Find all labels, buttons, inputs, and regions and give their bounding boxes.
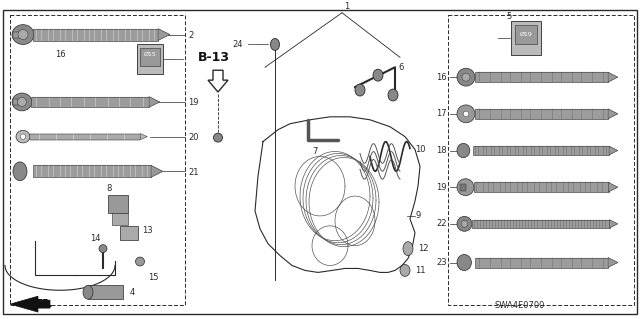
- Text: 16: 16: [54, 50, 65, 59]
- Text: 8: 8: [106, 184, 111, 193]
- Text: 6: 6: [398, 63, 403, 72]
- Polygon shape: [140, 134, 147, 140]
- Polygon shape: [608, 257, 618, 268]
- Ellipse shape: [463, 111, 468, 116]
- Text: 19: 19: [188, 99, 198, 108]
- Ellipse shape: [18, 30, 28, 40]
- Text: 4: 4: [130, 288, 135, 297]
- Text: 13: 13: [142, 226, 152, 235]
- Text: 21: 21: [188, 168, 198, 177]
- Text: 24: 24: [232, 40, 243, 49]
- Text: 3: 3: [138, 33, 143, 42]
- Ellipse shape: [17, 98, 26, 107]
- Text: 10: 10: [415, 145, 426, 154]
- Ellipse shape: [457, 255, 472, 271]
- Ellipse shape: [461, 220, 468, 227]
- Bar: [140, 48, 160, 66]
- Text: 5: 5: [506, 12, 511, 21]
- Polygon shape: [158, 29, 170, 41]
- Polygon shape: [149, 97, 160, 107]
- Bar: [511, 21, 541, 56]
- Ellipse shape: [457, 68, 475, 86]
- Ellipse shape: [99, 245, 107, 253]
- Ellipse shape: [20, 134, 26, 139]
- Text: 16: 16: [436, 73, 447, 82]
- Ellipse shape: [462, 73, 470, 81]
- Text: Ø19: Ø19: [520, 32, 532, 37]
- Text: 22: 22: [436, 219, 447, 228]
- Bar: [473, 146, 609, 155]
- Text: 15: 15: [148, 273, 159, 282]
- Text: 1: 1: [344, 2, 349, 11]
- Bar: [13, 99, 19, 105]
- Polygon shape: [608, 109, 618, 119]
- Ellipse shape: [13, 162, 27, 181]
- Polygon shape: [609, 220, 618, 228]
- Bar: [31, 97, 149, 107]
- Ellipse shape: [83, 285, 93, 299]
- Polygon shape: [609, 182, 618, 192]
- Polygon shape: [151, 165, 163, 177]
- Bar: [10, 15, 185, 305]
- Polygon shape: [609, 146, 618, 155]
- Bar: [120, 226, 138, 240]
- Bar: [33, 29, 158, 41]
- Polygon shape: [10, 296, 50, 312]
- Text: 19: 19: [436, 183, 447, 192]
- Text: 12: 12: [418, 244, 429, 253]
- Ellipse shape: [457, 143, 470, 158]
- Text: 23: 23: [436, 258, 447, 267]
- Bar: [448, 15, 634, 305]
- Bar: [460, 184, 465, 190]
- Bar: [475, 257, 608, 268]
- Text: 9: 9: [415, 211, 420, 220]
- Ellipse shape: [12, 93, 32, 111]
- Text: Ø15: Ø15: [143, 52, 156, 57]
- Ellipse shape: [12, 25, 34, 44]
- Bar: [474, 182, 609, 192]
- Bar: [112, 213, 128, 225]
- Text: 20: 20: [188, 133, 198, 142]
- Bar: [475, 72, 608, 82]
- Ellipse shape: [457, 179, 474, 196]
- Bar: [475, 109, 608, 119]
- Ellipse shape: [400, 264, 410, 276]
- Bar: [137, 44, 163, 74]
- Ellipse shape: [457, 216, 472, 231]
- Ellipse shape: [16, 130, 30, 143]
- Text: FR.: FR.: [36, 299, 54, 309]
- Text: 18: 18: [436, 146, 447, 155]
- Ellipse shape: [214, 133, 223, 142]
- Text: 14: 14: [90, 234, 100, 243]
- Bar: [33, 165, 151, 177]
- Text: B-13: B-13: [198, 51, 230, 64]
- Bar: [472, 220, 609, 228]
- Ellipse shape: [271, 39, 280, 50]
- Ellipse shape: [355, 84, 365, 96]
- Ellipse shape: [403, 242, 413, 256]
- Text: 17: 17: [436, 109, 447, 118]
- Text: 11: 11: [415, 266, 426, 275]
- Polygon shape: [208, 70, 228, 92]
- Bar: [30, 134, 140, 140]
- Ellipse shape: [388, 89, 398, 101]
- Text: SWA4E0700: SWA4E0700: [495, 300, 545, 310]
- Bar: [515, 25, 537, 44]
- Ellipse shape: [457, 105, 475, 123]
- Bar: [108, 195, 128, 213]
- Ellipse shape: [136, 257, 145, 266]
- Polygon shape: [608, 72, 618, 82]
- Bar: [88, 285, 123, 299]
- Text: 7: 7: [312, 147, 317, 156]
- Ellipse shape: [373, 69, 383, 81]
- Text: 2: 2: [188, 31, 193, 40]
- Bar: [13, 32, 19, 38]
